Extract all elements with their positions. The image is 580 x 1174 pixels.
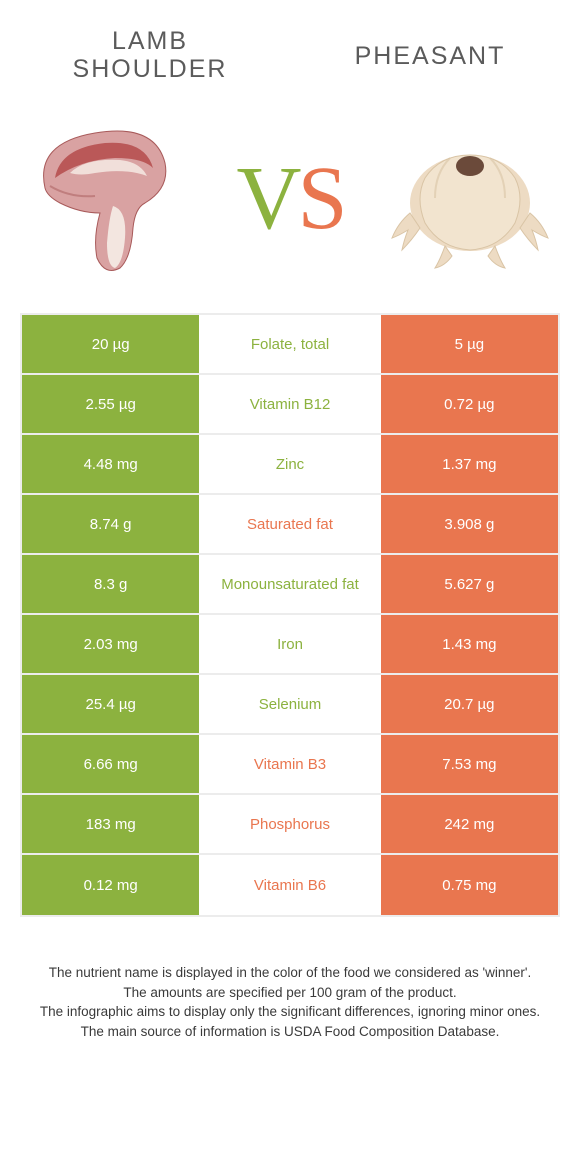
table-row: 4.48 mgZinc1.37 mg	[22, 435, 558, 495]
nutrient-label: Zinc	[199, 435, 380, 493]
value-left: 8.74 g	[22, 495, 199, 553]
nutrient-label: Selenium	[199, 675, 380, 733]
nutrient-label: Vitamin B3	[199, 735, 380, 793]
table-row: 0.12 mgVitamin B60.75 mg	[22, 855, 558, 915]
value-right: 7.53 mg	[381, 735, 558, 793]
table-row: 183 mgPhosphorus242 mg	[22, 795, 558, 855]
value-right: 5.627 g	[381, 555, 558, 613]
value-right: 5 µg	[381, 315, 558, 373]
value-left: 6.66 mg	[22, 735, 199, 793]
value-left: 2.55 µg	[22, 375, 199, 433]
infographic-root: Lamb shoulder Pheasant VS	[0, 0, 580, 1041]
nutrient-label: Vitamin B12	[199, 375, 380, 433]
title-left: Lamb shoulder	[40, 28, 260, 83]
value-right: 1.43 mg	[381, 615, 558, 673]
footer-line-2: The amounts are specified per 100 gram o…	[30, 983, 550, 1003]
nutrient-label: Phosphorus	[199, 795, 380, 853]
table-row: 20 µgFolate, total5 µg	[22, 315, 558, 375]
hero-row: VS	[0, 93, 580, 313]
lamb-image	[20, 108, 200, 288]
value-left: 183 mg	[22, 795, 199, 853]
vs-label: VS	[236, 147, 343, 250]
nutrient-label: Monounsaturated fat	[199, 555, 380, 613]
titles-row: Lamb shoulder Pheasant	[0, 0, 580, 93]
pheasant-icon	[380, 118, 560, 278]
value-right: 242 mg	[381, 795, 558, 853]
nutrient-label: Saturated fat	[199, 495, 380, 553]
nutrient-table: 20 µgFolate, total5 µg2.55 µgVitamin B12…	[20, 313, 560, 917]
value-right: 3.908 g	[381, 495, 558, 553]
vs-s: S	[297, 149, 343, 248]
vs-v: V	[236, 149, 297, 248]
value-right: 20.7 µg	[381, 675, 558, 733]
title-right: Pheasant	[320, 28, 540, 83]
table-row: 6.66 mgVitamin B37.53 mg	[22, 735, 558, 795]
table-row: 8.74 gSaturated fat3.908 g	[22, 495, 558, 555]
value-right: 0.72 µg	[381, 375, 558, 433]
value-left: 8.3 g	[22, 555, 199, 613]
table-row: 2.03 mgIron1.43 mg	[22, 615, 558, 675]
footer-line-4: The main source of information is USDA F…	[30, 1022, 550, 1042]
value-right: 1.37 mg	[381, 435, 558, 493]
footer-notes: The nutrient name is displayed in the co…	[0, 917, 580, 1041]
footer-line-1: The nutrient name is displayed in the co…	[30, 963, 550, 983]
lamb-icon	[25, 118, 195, 278]
pheasant-image	[380, 108, 560, 288]
value-left: 2.03 mg	[22, 615, 199, 673]
value-left: 25.4 µg	[22, 675, 199, 733]
value-left: 20 µg	[22, 315, 199, 373]
value-left: 4.48 mg	[22, 435, 199, 493]
nutrient-label: Folate, total	[199, 315, 380, 373]
nutrient-label: Vitamin B6	[199, 855, 380, 915]
value-left: 0.12 mg	[22, 855, 199, 915]
value-right: 0.75 mg	[381, 855, 558, 915]
table-row: 8.3 gMonounsaturated fat5.627 g	[22, 555, 558, 615]
table-row: 2.55 µgVitamin B120.72 µg	[22, 375, 558, 435]
table-row: 25.4 µgSelenium20.7 µg	[22, 675, 558, 735]
footer-line-3: The infographic aims to display only the…	[30, 1002, 550, 1022]
nutrient-label: Iron	[199, 615, 380, 673]
